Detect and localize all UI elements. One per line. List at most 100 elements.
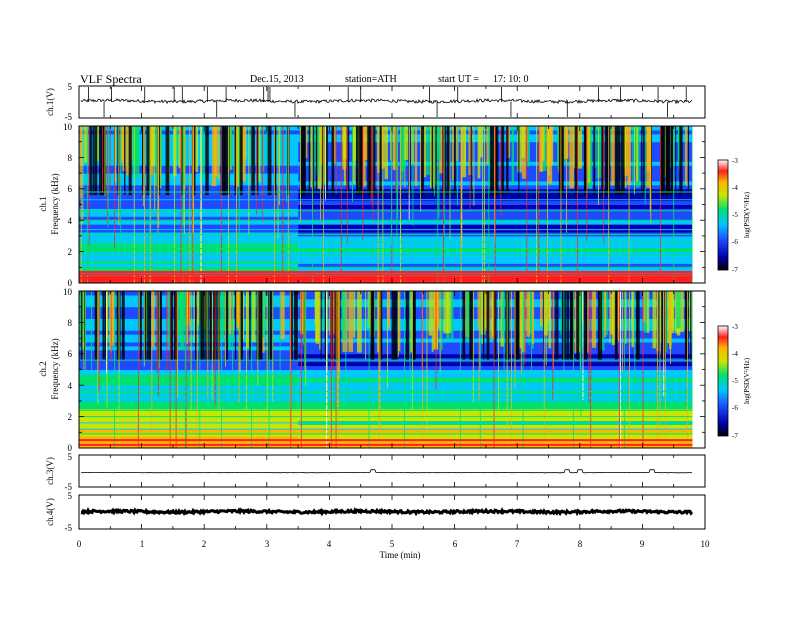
spec-sferic-patch	[531, 291, 535, 344]
spec-gap	[332, 291, 334, 361]
spec-sferic-patch	[479, 291, 483, 331]
spec-gap	[251, 126, 255, 196]
spec-gap	[684, 291, 689, 361]
ch1-cbar-tick-minus3: -3	[732, 157, 738, 165]
spec-cell	[79, 220, 299, 225]
spec-sferic-patch	[432, 126, 437, 186]
spec-gap	[146, 126, 151, 196]
spec-sferic-patch	[526, 291, 531, 337]
spec-gap	[128, 126, 132, 196]
spec-gap	[239, 291, 244, 361]
spec-sferic-patch	[193, 126, 199, 172]
ch1-ytick-top: 5	[68, 82, 73, 92]
ch2-freq-tick-6: 6	[68, 349, 73, 359]
spec-sferic-patch	[329, 291, 331, 336]
spec-sferic-patch	[186, 291, 188, 344]
spec-sferic-patch	[441, 291, 443, 351]
ch2-cbar-tick-minus5: -5	[732, 377, 738, 385]
spec-sferic-patch	[97, 291, 100, 346]
spec-sferic-patch	[646, 291, 650, 334]
spec-gap	[671, 126, 673, 196]
spec-gap	[379, 126, 382, 196]
ch4-ylabel: ch.4(V)	[45, 498, 55, 526]
ch1-ylabel: ch.1(V)	[45, 88, 55, 116]
time-axis-xlabel: Time (min)	[380, 550, 421, 560]
spec-gap	[584, 126, 586, 196]
ch2-freq-tick-8: 8	[68, 318, 73, 328]
spec-sferic-patch	[150, 126, 155, 167]
spec-gap	[223, 126, 228, 196]
spec-gap	[378, 291, 383, 361]
spec-gap	[192, 126, 196, 196]
ch2-cbar-tick-minus6: -6	[732, 404, 738, 412]
spec-gap	[94, 291, 98, 361]
ch1-colorbar-label: log(PSD(V²/Hz)	[743, 191, 751, 238]
time-tick-2: 2	[202, 539, 207, 549]
spec-gap	[665, 126, 670, 196]
spec-gap	[606, 126, 611, 196]
spec-gap	[490, 126, 492, 196]
spec-sferic-patch	[684, 126, 687, 184]
spec-gap	[249, 291, 251, 361]
date-label: Dec.15, 2013	[250, 74, 304, 85]
spec-gap	[293, 291, 298, 361]
spec-gap	[408, 126, 410, 196]
spec-sferic-patch	[426, 126, 430, 175]
spec-sferic-patch	[363, 126, 369, 161]
spec-gap	[561, 291, 564, 361]
spec-cell	[298, 436, 693, 441]
spec-gap	[462, 291, 466, 361]
spec-cell	[79, 361, 299, 367]
spec-gap	[563, 291, 567, 361]
spec-gap	[261, 291, 263, 361]
spec-cell	[79, 416, 299, 422]
spec-sferic-patch	[251, 291, 256, 343]
ch4-ytick-top: 5	[68, 491, 73, 501]
ch4-waveform-panel: 5 -5 ch.4(V)	[45, 491, 706, 533]
spec-sferic-patch	[357, 291, 362, 353]
spec-gap	[234, 291, 237, 361]
spec-sferic-patch	[528, 291, 533, 335]
spec-sferic-patch	[585, 126, 590, 167]
spec-sferic-patch	[400, 126, 406, 172]
spec-sferic-patch	[126, 126, 131, 176]
ch2-freq-tick-10: 10	[63, 287, 73, 297]
spec-gap	[675, 126, 677, 196]
spec-sferic-patch	[563, 126, 569, 159]
spec-gap	[662, 291, 667, 361]
ch4-ytick-bottom: -5	[65, 523, 73, 533]
spec-gap	[679, 126, 683, 196]
time-tick-7: 7	[515, 539, 520, 549]
spec-sferic-patch	[392, 126, 398, 171]
spec-cell	[79, 228, 299, 233]
ch2-spectrogram-panel: 10 8 6 4 2 0 ch.2 Frequency (kHz)	[38, 287, 706, 453]
ch2-frequency-ylabel: Frequency (kHz)	[50, 338, 60, 399]
ch2-cbar-tick-minus3: -3	[732, 323, 738, 331]
spec-gap	[583, 291, 588, 361]
spec-cell	[298, 412, 693, 418]
spec-gap	[616, 291, 618, 361]
spec-sferic-patch	[477, 291, 479, 328]
spec-cell	[298, 400, 693, 406]
spec-gap	[601, 126, 605, 196]
spec-sferic-patch	[517, 126, 522, 173]
spec-gap	[554, 291, 556, 361]
spec-sferic-patch	[646, 126, 650, 188]
spec-cell	[298, 444, 693, 449]
spec-gap	[92, 126, 95, 196]
figure-title: VLF Spectra	[80, 72, 142, 86]
spec-sferic-patch	[541, 126, 545, 161]
spec-sferic-patch	[467, 291, 471, 323]
spec-sferic-patch	[404, 126, 409, 161]
ch1-freq-tick-4: 4	[68, 216, 73, 226]
time-tick-6: 6	[453, 539, 458, 549]
spec-sferic-patch	[389, 126, 393, 161]
spec-cell	[298, 385, 693, 390]
spec-gap	[560, 126, 564, 196]
spec-cell	[79, 161, 299, 166]
spec-sferic-patch	[454, 126, 459, 162]
spec-gap	[576, 291, 579, 361]
spec-gap	[220, 126, 224, 196]
ch3-waveform-trace	[81, 469, 693, 474]
spec-gap	[606, 126, 608, 196]
